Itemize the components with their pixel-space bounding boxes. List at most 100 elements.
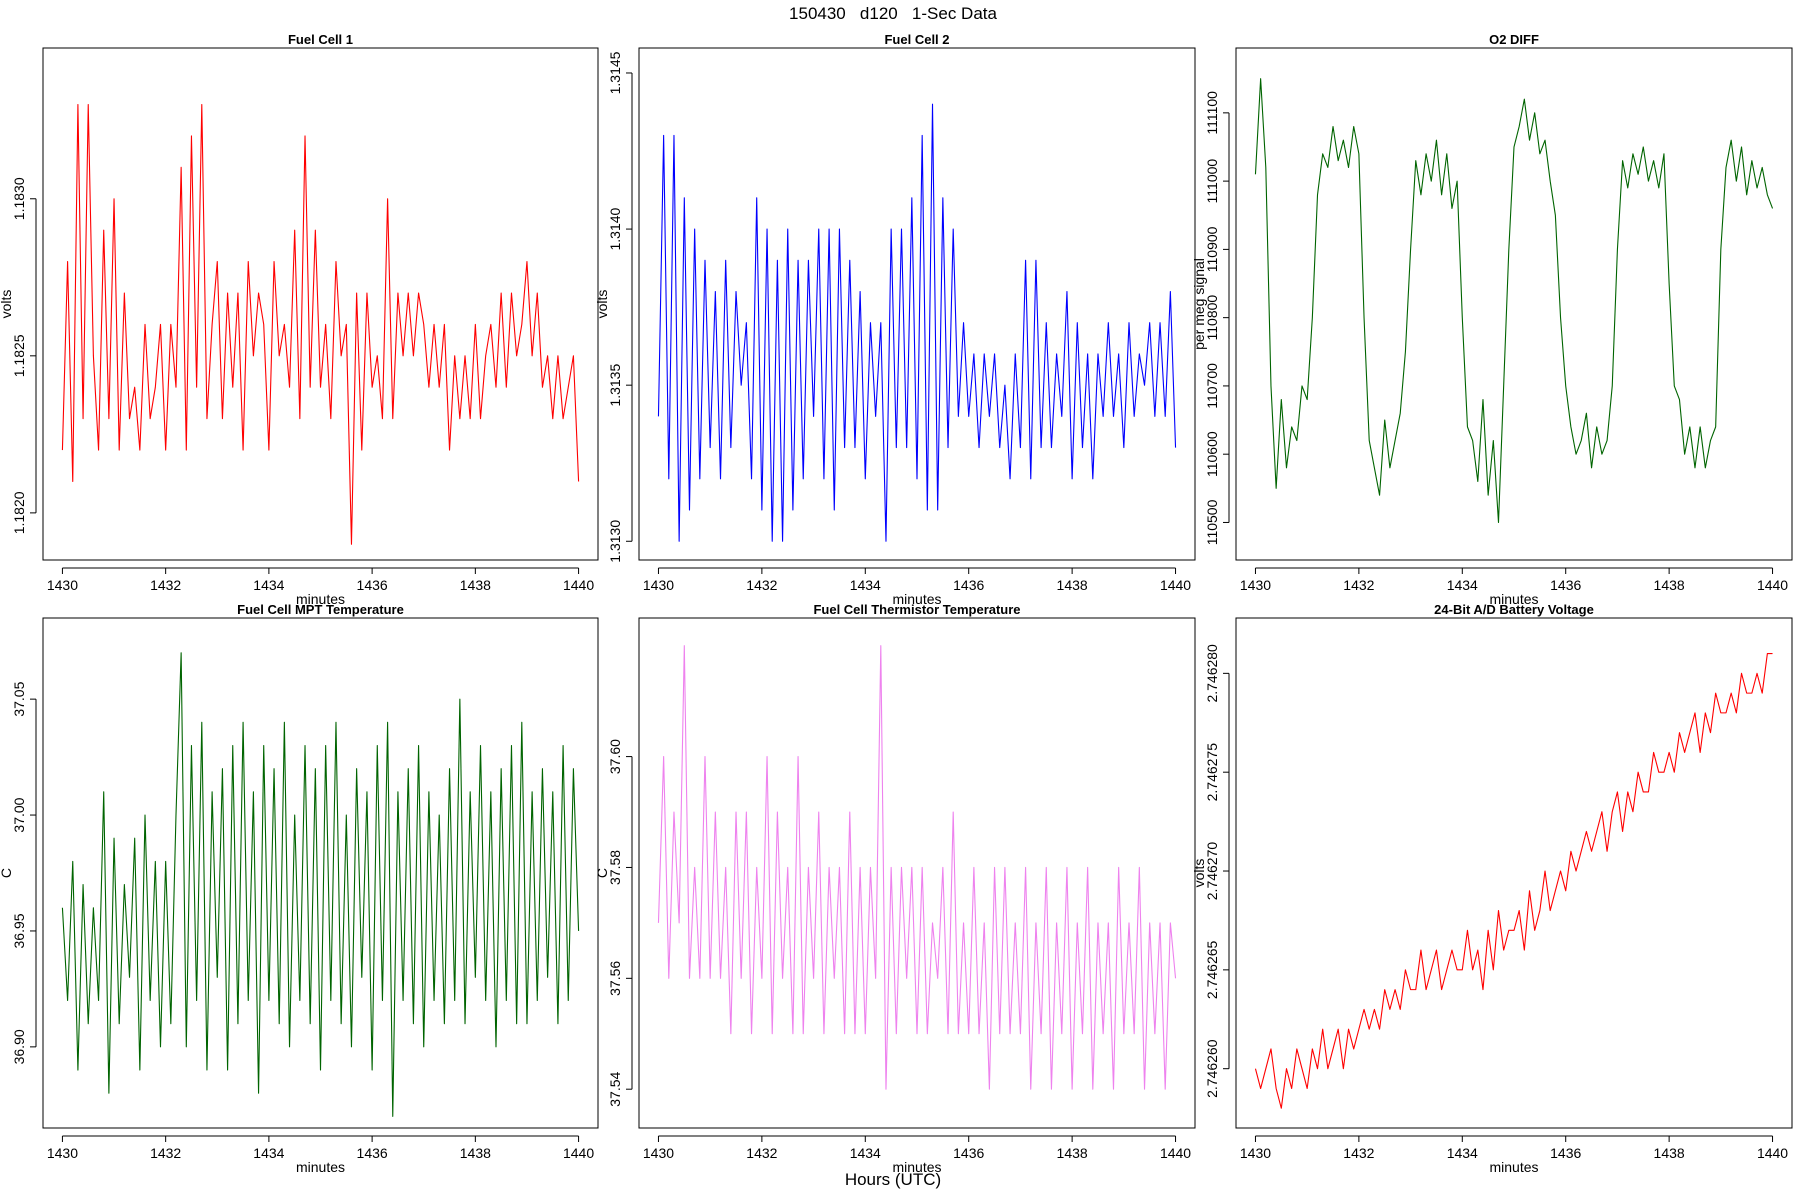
y-tick-label: 2.746260	[1204, 1039, 1220, 1098]
x-tick-label: 1436	[953, 1145, 984, 1161]
x-tick-label: 1430	[643, 1145, 674, 1161]
x-tick-label: 1432	[150, 577, 181, 593]
x-tick-label: 1430	[47, 577, 78, 593]
plot-frame	[1235, 617, 1793, 1129]
x-tick-label: 1438	[1654, 577, 1685, 593]
figure-outer-xlabel: Hours (UTC)	[845, 1170, 941, 1189]
x-tick-label: 1440	[563, 1145, 594, 1161]
series-line	[61, 652, 580, 1117]
x-tick-label: 1440	[1757, 577, 1788, 593]
y-tick-label: 37.56	[607, 961, 623, 996]
figure-title: 150430 d120 1-Sec Data	[789, 4, 997, 23]
y-tick-label: 37.54	[607, 1071, 623, 1106]
y-axis-label: volts	[1191, 859, 1207, 888]
y-axis-label: C	[0, 868, 14, 878]
y-tick-label: 111000	[1204, 159, 1220, 204]
x-axis-label: minutes	[296, 591, 345, 607]
panel-0: Fuel Cell 1 1430 1432 1434 1436 1438 1440 minut…	[0, 32, 599, 607]
panel-4: Fuel Cell Thermistor Temperature 1430 1432…	[594, 602, 1196, 1175]
x-tick-label: 1432	[150, 1145, 181, 1161]
y-tick-label: 110900	[1204, 226, 1220, 272]
y-tick-label: 110500	[1204, 499, 1220, 545]
x-tick-label: 1438	[1654, 1145, 1685, 1161]
x-tick-label: 1438	[460, 577, 491, 593]
y-tick-label: 1.3130	[607, 520, 623, 563]
x-tick-label: 1438	[460, 1145, 491, 1161]
panel-title: Fuel Cell 2	[884, 32, 949, 47]
y-tick-label: 110700	[1204, 363, 1220, 409]
series-line	[657, 103, 1177, 542]
x-tick-label: 1436	[357, 577, 388, 593]
y-tick-label: 110600	[1204, 431, 1220, 477]
series-line	[1254, 653, 1773, 1109]
panel-title: Fuel Cell Thermistor Temperature	[813, 602, 1020, 617]
x-tick-label: 1440	[1160, 1145, 1191, 1161]
y-tick-label: 1.1830	[11, 177, 27, 220]
y-tick-label: 2.746270	[1204, 842, 1220, 901]
series-line	[657, 645, 1177, 1090]
x-tick-label: 1434	[253, 1145, 284, 1161]
x-tick-label: 1432	[1343, 577, 1374, 593]
plot-frame	[42, 47, 599, 561]
x-tick-label: 1440	[1757, 1145, 1788, 1161]
y-tick-label: 1.1820	[11, 491, 27, 534]
y-axis-label: volts	[594, 290, 610, 319]
x-tick-label: 1440	[1160, 577, 1191, 593]
x-tick-label: 1440	[563, 577, 594, 593]
panel-2: O2 DIFF 1430 1432 1434 1436 1438 1440 minutes 11…	[1191, 32, 1793, 607]
y-axis-label: C	[594, 868, 610, 878]
plot-frame	[638, 47, 1196, 561]
y-tick-label: 2.746275	[1204, 743, 1220, 802]
y-tick-label: 2.746265	[1204, 940, 1220, 999]
y-tick-label: 2.746280	[1204, 644, 1220, 703]
y-tick-label: 37.00	[11, 797, 27, 832]
y-tick-label: 111100	[1204, 91, 1220, 135]
x-tick-label: 1434	[850, 1145, 881, 1161]
x-axis-label: minutes	[892, 591, 941, 607]
series-line	[61, 103, 580, 545]
panel-title: 24-Bit A/D Battery Voltage	[1434, 602, 1594, 617]
plot-frame	[638, 617, 1196, 1129]
y-tick-label: 1.3140	[607, 207, 623, 250]
plot-frame	[1235, 47, 1793, 561]
y-tick-label: 1.3135	[607, 364, 623, 407]
y-tick-label: 36.95	[11, 913, 27, 948]
series-line	[1254, 78, 1774, 523]
x-tick-label: 1430	[47, 1145, 78, 1161]
x-tick-label: 1434	[850, 577, 881, 593]
x-tick-label: 1436	[1550, 577, 1581, 593]
plot-frame	[42, 617, 599, 1129]
panel-title: Fuel Cell 1	[288, 32, 353, 47]
x-tick-label: 1434	[253, 577, 284, 593]
x-tick-label: 1438	[1057, 1145, 1088, 1161]
y-tick-label: 37.60	[607, 739, 623, 774]
x-tick-label: 1434	[1447, 1145, 1478, 1161]
y-tick-label: 37.58	[607, 850, 623, 885]
x-axis-label: minutes	[296, 1159, 345, 1175]
x-tick-label: 1436	[953, 577, 984, 593]
panel-3: Fuel Cell MPT Temperature 1430 1432 1434 143…	[0, 602, 599, 1175]
x-axis-label: minutes	[892, 1159, 941, 1175]
x-tick-label: 1432	[1343, 1145, 1374, 1161]
x-tick-label: 1430	[1240, 1145, 1271, 1161]
x-tick-label: 1436	[1550, 1145, 1581, 1161]
x-tick-label: 1430	[643, 577, 674, 593]
y-tick-label: 110800	[1204, 295, 1220, 341]
x-tick-label: 1438	[1057, 577, 1088, 593]
panel-title: Fuel Cell MPT Temperature	[237, 602, 404, 617]
panel-5: 24-Bit A/D Battery Voltage 1430 1432 1434 14…	[1191, 602, 1793, 1175]
x-axis-label: minutes	[1489, 1159, 1538, 1175]
x-axis-label: minutes	[1489, 591, 1538, 607]
y-axis-label: volts	[0, 290, 14, 319]
panel-title: O2 DIFF	[1489, 32, 1539, 47]
y-tick-label: 1.1825	[11, 334, 27, 377]
y-tick-label: 1.3145	[607, 51, 623, 94]
y-tick-label: 37.05	[11, 681, 27, 716]
panel-1: Fuel Cell 2 1430 1432 1434 1436 1438 1440 minut…	[594, 32, 1196, 607]
x-tick-label: 1436	[357, 1145, 388, 1161]
x-tick-label: 1432	[746, 1145, 777, 1161]
y-axis-label: per meg signal	[1191, 258, 1207, 350]
x-tick-label: 1430	[1240, 577, 1271, 593]
x-tick-label: 1434	[1447, 577, 1478, 593]
